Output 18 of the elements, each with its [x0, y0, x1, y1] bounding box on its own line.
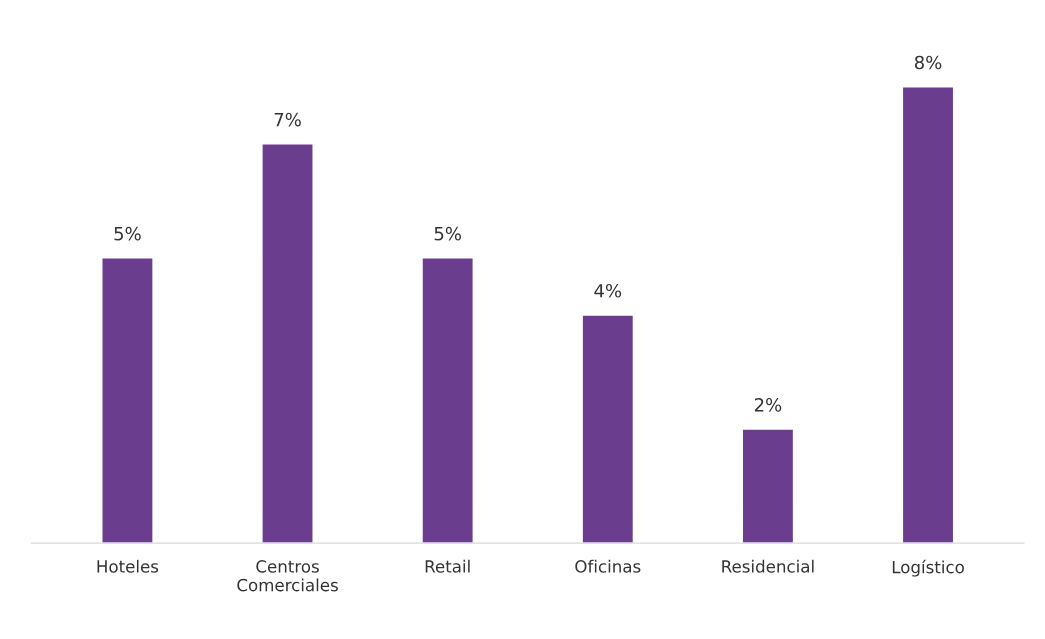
x-tick-label: Logístico [892, 559, 964, 577]
data-label: 8% [914, 55, 942, 70]
x-tick-label: Residencial [722, 559, 814, 573]
x-tick-label: Retail [425, 559, 470, 573]
data-label: 5% [114, 226, 141, 241]
bar [101, 257, 154, 544]
x-tick-label: Hoteles [97, 559, 159, 573]
bar [581, 314, 635, 544]
bar [261, 143, 314, 544]
bar [421, 257, 474, 544]
x-tick-label: Oficinas [575, 559, 641, 573]
bar [741, 428, 795, 544]
data-label: 2% [754, 398, 782, 412]
x-tick-label: Centros Comerciales [237, 560, 338, 592]
data-label: 4% [594, 283, 622, 298]
data-label: 7% [274, 112, 301, 127]
data-label: 5% [434, 226, 461, 241]
bar [901, 86, 955, 544]
